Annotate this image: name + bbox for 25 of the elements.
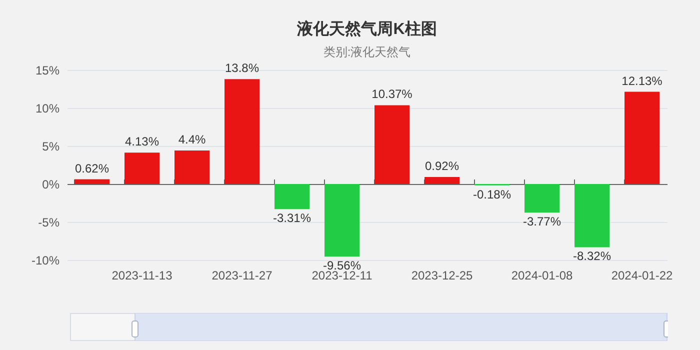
x-tick-label: 2023-11-13 bbox=[112, 268, 173, 282]
data-label: 0.62% bbox=[74, 161, 110, 176]
data-label: 4.4% bbox=[178, 132, 206, 147]
y-tick-label: 5% bbox=[42, 140, 60, 154]
y-tick-label: 10% bbox=[35, 102, 60, 116]
data-label: -3.77% bbox=[522, 214, 562, 229]
x-tick-label: 2023-12-11 bbox=[312, 268, 373, 282]
data-label: -0.18% bbox=[472, 187, 512, 202]
x-tick-label: 2024-01-08 bbox=[511, 268, 574, 282]
data-label: 4.13% bbox=[124, 134, 160, 149]
x-tick-label: 2023-11-27 bbox=[212, 268, 273, 282]
y-tick-label: 15% bbox=[35, 64, 60, 78]
chart-title: 液化天然气周K柱图 bbox=[296, 20, 437, 38]
data-label: 13.8% bbox=[224, 61, 260, 76]
data-label: -8.32% bbox=[572, 249, 612, 264]
x-tick-label: 2024-01-22 bbox=[611, 268, 674, 282]
y-tick-label: 0% bbox=[42, 178, 60, 192]
data-label: 0.92% bbox=[424, 159, 460, 174]
y-tick-label: -5% bbox=[38, 216, 60, 230]
chart-subtitle: 类别:液化天然气 bbox=[323, 45, 411, 60]
y-tick-label: -10% bbox=[31, 254, 60, 268]
data-label: 10.37% bbox=[372, 87, 413, 102]
x-tick-label: 2023-12-25 bbox=[411, 268, 474, 282]
data-label: -3.31% bbox=[272, 211, 312, 226]
data-label: 12.13% bbox=[622, 74, 663, 88]
